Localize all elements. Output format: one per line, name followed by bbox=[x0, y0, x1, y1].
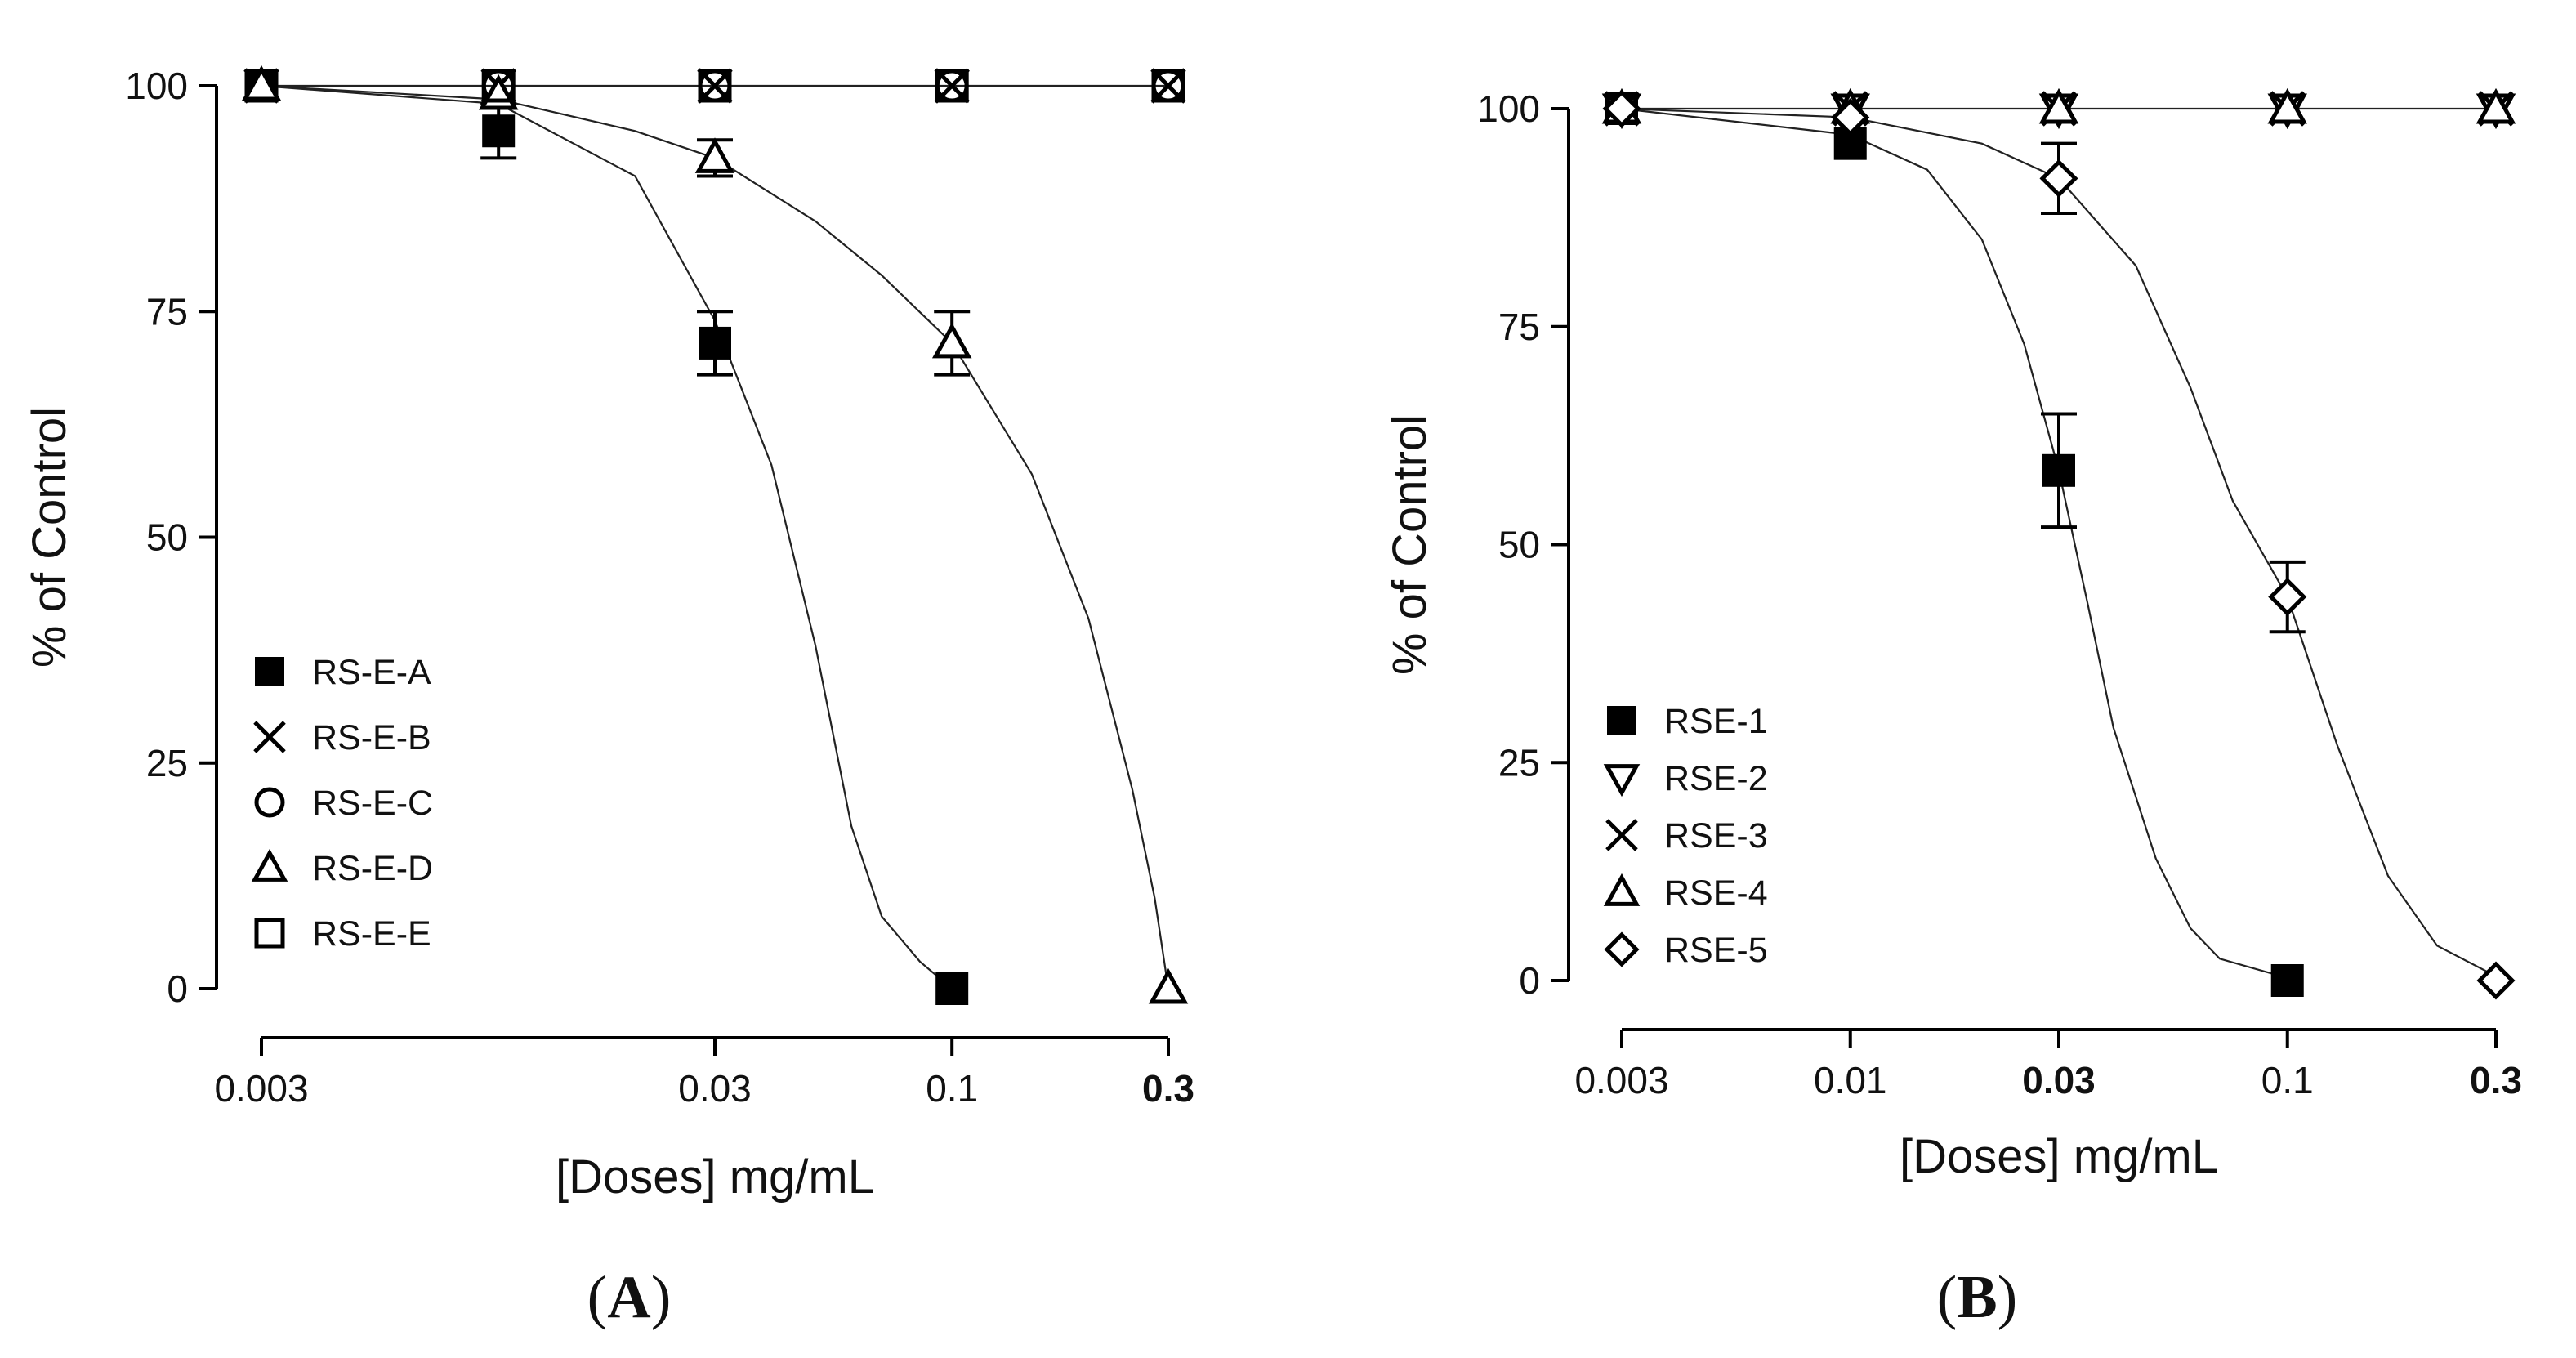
legend-label: RSE-1 bbox=[1664, 702, 1768, 741]
legend-label: RSE-2 bbox=[1664, 759, 1768, 798]
y-tick-label: 25 bbox=[146, 742, 188, 784]
y-tick-label: 50 bbox=[1498, 524, 1540, 566]
panel-a-chart: 0 25 50 75 100 0.003 0.03 0.1 0.3 [Doses] mg/mL % … bbox=[23, 65, 1194, 1331]
legend-marker-rs-e-d bbox=[251, 848, 288, 882]
data-point-rs-e-a bbox=[699, 326, 731, 360]
fit-curve-rse-5 bbox=[1621, 107, 2497, 977]
fit-curve-rse-1 bbox=[1621, 107, 2288, 979]
x-tick-label: 0.003 bbox=[1574, 1059, 1668, 1101]
x-tick-label: 0.01 bbox=[1814, 1059, 1887, 1101]
legend-label: RS-E-D bbox=[312, 849, 433, 888]
y-tick-label: 0 bbox=[1519, 959, 1540, 1002]
legend-marker-rs-e-e bbox=[254, 918, 285, 949]
legend-marker-rse-3 bbox=[1605, 819, 1638, 851]
data-point-rs-e-e bbox=[1151, 69, 1185, 103]
data-point-rse-5 bbox=[2476, 961, 2516, 1000]
data-point-rs-e-d bbox=[931, 322, 972, 359]
y-tick-label: 25 bbox=[1498, 741, 1540, 784]
data-point-rse-5 bbox=[2039, 159, 2078, 198]
data-point-rs-e-e bbox=[481, 69, 516, 103]
y-axis-title: % of Control bbox=[23, 407, 76, 668]
data-point-rse-5 bbox=[1602, 89, 1641, 128]
fit-curve-rs-e-d bbox=[261, 84, 1170, 989]
y-tick-label: 100 bbox=[1477, 87, 1540, 130]
data-point-rse-5 bbox=[2268, 577, 2307, 617]
y-tick-label: 0 bbox=[167, 967, 188, 1010]
x-tick-label: 0.03 bbox=[2022, 1059, 2096, 1101]
x-tick-label: 0.1 bbox=[2261, 1059, 2314, 1101]
legend-label: RS-E-A bbox=[312, 653, 431, 692]
panel-b-chart: 0 25 50 75 100 0.003 0.01 0.03 0.1 0.3 [Doses] mg/… bbox=[1383, 87, 2522, 1331]
y-tick-label: 75 bbox=[1498, 306, 1540, 348]
x-tick-label: 0.1 bbox=[926, 1067, 978, 1110]
legend-marker-rs-e-b bbox=[253, 721, 286, 753]
x-axis-title: [Doses] mg/mL bbox=[556, 1150, 874, 1204]
fit-curve-rs-e-a bbox=[261, 84, 953, 989]
legend-label: RSE-4 bbox=[1664, 873, 1768, 913]
y-tick-label: 75 bbox=[146, 290, 188, 333]
x-tick-label: 0.03 bbox=[678, 1067, 752, 1110]
data-point-rse-4 bbox=[2267, 87, 2307, 124]
y-tick-label: 50 bbox=[146, 516, 188, 559]
legend-label: RS-E-C bbox=[312, 784, 433, 823]
data-point-rs-e-d bbox=[694, 137, 735, 173]
legend-marker-rse-4 bbox=[1603, 873, 1641, 906]
y-tick-label: 100 bbox=[125, 65, 188, 107]
x-tick-label: 0.3 bbox=[1142, 1067, 1194, 1110]
data-point-rse-1 bbox=[2042, 453, 2075, 487]
data-point-rse-1 bbox=[2270, 964, 2304, 997]
data-point-rs-e-a bbox=[482, 114, 516, 148]
panel-caption: (A) bbox=[587, 1264, 672, 1331]
panel-caption: (B) bbox=[1937, 1264, 2018, 1331]
data-point-rs-e-d bbox=[1148, 967, 1189, 1004]
x-tick-label: 0.3 bbox=[2470, 1059, 2522, 1101]
legend-label: RSE-5 bbox=[1664, 931, 1768, 970]
data-point-rse-5 bbox=[1831, 98, 1870, 137]
legend-marker-rse-1 bbox=[1607, 706, 1636, 735]
legend-marker-rse-2 bbox=[1603, 764, 1641, 797]
data-point-rs-e-e bbox=[698, 69, 732, 103]
legend-label: RS-E-B bbox=[312, 718, 431, 757]
legend-label: RSE-3 bbox=[1664, 816, 1768, 855]
legend-marker-rs-e-c bbox=[254, 787, 285, 818]
x-tick-label: 0.003 bbox=[214, 1067, 308, 1110]
legend-label: RS-E-E bbox=[312, 914, 431, 954]
data-point-rse-4 bbox=[2038, 87, 2079, 124]
y-axis-title: % of Control bbox=[1383, 414, 1436, 675]
data-point-rs-e-e bbox=[935, 69, 969, 103]
data-point-rs-e-a bbox=[935, 972, 969, 1005]
legend-marker-rs-e-a bbox=[255, 657, 284, 686]
x-axis-title: [Doses] mg/mL bbox=[1900, 1130, 2218, 1183]
data-point-rse-4 bbox=[2476, 87, 2516, 124]
legend-marker-rse-5 bbox=[1604, 931, 1640, 967]
data-point-rs-e-e bbox=[244, 69, 279, 103]
